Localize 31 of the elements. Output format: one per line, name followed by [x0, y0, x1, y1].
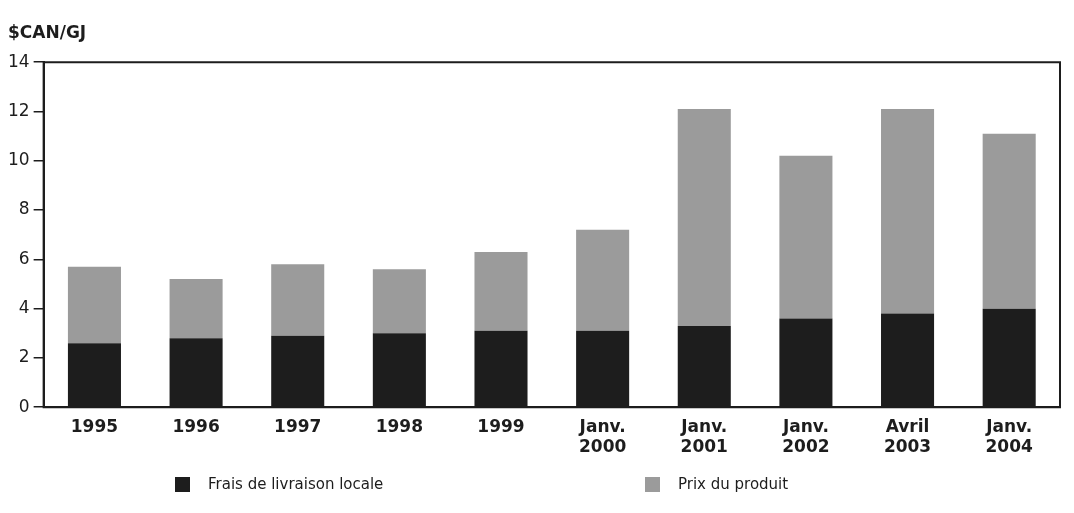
x-tick-label: Janv. 2001: [680, 415, 728, 457]
y-tick-label: 14: [7, 50, 30, 71]
x-tick-label: Janv. 2002: [781, 415, 830, 457]
bar: [982, 133, 1036, 309]
bar: [779, 155, 833, 319]
x-tick-label: 1997: [274, 415, 322, 436]
x-tick-label: Avril 2003: [883, 415, 932, 457]
bar: [271, 264, 325, 336]
y-tick-label: 6: [18, 247, 30, 268]
x-tick-label: 1999: [477, 415, 525, 436]
y-tick-label: 8: [18, 198, 30, 219]
legend-label: Frais de livraison locale: [208, 475, 384, 493]
bar: [67, 266, 121, 344]
y-axis-title: $CAN/GJ: [8, 22, 87, 42]
bar: [474, 251, 528, 331]
bar: [169, 279, 223, 339]
x-tick-label: Janv. 2000: [578, 415, 627, 457]
x-tick-label: Janv. 2004: [985, 415, 1033, 457]
x-tick-label: 1996: [172, 415, 220, 436]
x-tick-label: 1995: [70, 415, 119, 436]
bar: [677, 109, 731, 326]
y-tick-label: 0: [18, 395, 30, 416]
y-tick-label: 10: [7, 149, 30, 170]
y-tick-label: 12: [7, 99, 30, 120]
bar: [372, 269, 426, 334]
bar: [881, 109, 935, 314]
legend-label: Prix du produit: [678, 475, 789, 493]
y-tick-label: 4: [18, 297, 30, 318]
y-tick-label: 2: [18, 346, 30, 367]
bar: [576, 229, 630, 331]
x-tick-label: 1998: [375, 415, 424, 436]
